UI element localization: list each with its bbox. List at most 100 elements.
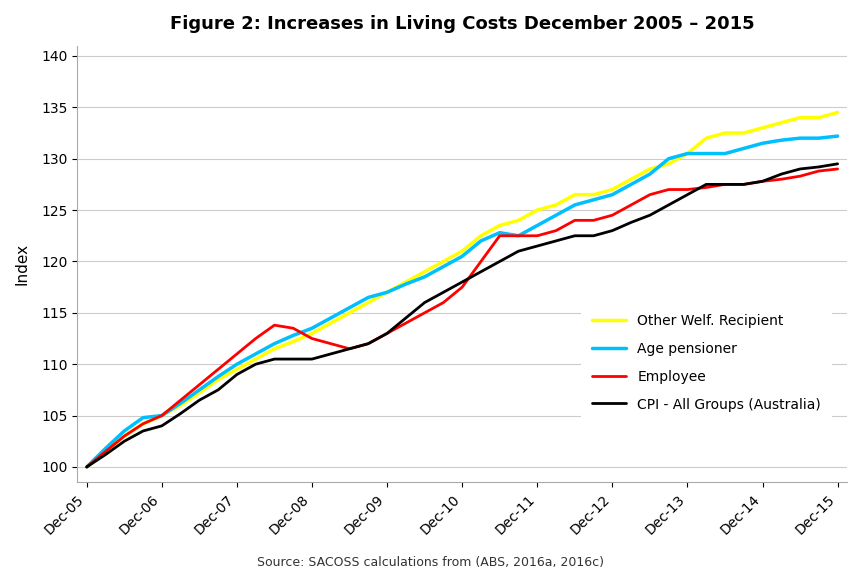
Employee (232, 351, 242, 358)
Age pensioner (400, 281, 411, 288)
Age pensioner (738, 145, 748, 152)
Other Welf. Recipient (832, 109, 842, 116)
Age pensioner (251, 351, 261, 358)
Age pensioner (82, 463, 92, 470)
Other Welf. Recipient (644, 166, 654, 172)
Other Welf. Recipient (307, 330, 317, 337)
Employee (757, 178, 767, 185)
Age pensioner (325, 315, 336, 321)
Other Welf. Recipient (175, 402, 185, 409)
CPI - All Groups (Australia) (531, 243, 542, 250)
Other Welf. Recipient (232, 366, 242, 373)
CPI - All Groups (Australia) (175, 410, 185, 417)
Employee (157, 412, 167, 419)
Age pensioner (663, 155, 673, 162)
Age pensioner (437, 263, 448, 270)
Other Welf. Recipient (82, 463, 92, 470)
CPI - All Groups (Australia) (606, 227, 616, 234)
Other Welf. Recipient (138, 420, 148, 427)
Other Welf. Recipient (625, 176, 635, 183)
Age pensioner (419, 274, 430, 281)
CPI - All Groups (Australia) (757, 178, 767, 185)
Employee (719, 181, 729, 188)
CPI - All Groups (Australia) (569, 232, 579, 239)
CPI - All Groups (Australia) (588, 232, 598, 239)
CPI - All Groups (Australia) (138, 428, 148, 435)
Age pensioner (757, 140, 767, 147)
Other Welf. Recipient (550, 201, 561, 208)
Age pensioner (362, 294, 373, 301)
Y-axis label: Index: Index (15, 243, 30, 285)
Other Welf. Recipient (419, 269, 430, 275)
Other Welf. Recipient (100, 448, 110, 455)
CPI - All Groups (Australia) (738, 181, 748, 188)
Employee (550, 227, 561, 234)
Age pensioner (456, 253, 467, 260)
Other Welf. Recipient (288, 338, 298, 345)
CPI - All Groups (Australia) (494, 258, 505, 265)
Employee (251, 335, 261, 342)
Age pensioner (512, 232, 523, 239)
CPI - All Groups (Australia) (813, 163, 823, 170)
Age pensioner (700, 150, 710, 157)
Other Welf. Recipient (606, 186, 616, 193)
Employee (400, 320, 411, 327)
CPI - All Groups (Australia) (119, 438, 129, 444)
Other Welf. Recipient (719, 129, 729, 136)
Age pensioner (569, 201, 579, 208)
Text: Source: SACOSS calculations from (ABS, 2016a, 2016c): Source: SACOSS calculations from (ABS, 2… (257, 556, 604, 569)
Other Welf. Recipient (437, 258, 448, 265)
Age pensioner (119, 428, 129, 435)
Employee (194, 381, 204, 388)
Employee (456, 283, 467, 290)
Other Welf. Recipient (344, 309, 354, 316)
Age pensioner (775, 137, 785, 144)
Other Welf. Recipient (531, 206, 542, 213)
CPI - All Groups (Australia) (157, 423, 167, 430)
CPI - All Groups (Australia) (288, 355, 298, 362)
Line: Other Welf. Recipient: Other Welf. Recipient (87, 113, 837, 467)
Employee (832, 166, 842, 172)
Age pensioner (344, 304, 354, 311)
Age pensioner (232, 361, 242, 367)
CPI - All Groups (Australia) (325, 351, 336, 358)
Employee (100, 448, 110, 455)
CPI - All Groups (Australia) (400, 315, 411, 321)
Other Welf. Recipient (362, 299, 373, 306)
Employee (288, 325, 298, 332)
Age pensioner (175, 400, 185, 407)
CPI - All Groups (Australia) (419, 299, 430, 306)
Age pensioner (213, 373, 223, 380)
Age pensioner (625, 181, 635, 188)
Other Welf. Recipient (738, 129, 748, 136)
CPI - All Groups (Australia) (437, 289, 448, 296)
Other Welf. Recipient (757, 124, 767, 131)
Employee (175, 397, 185, 404)
Employee (419, 309, 430, 316)
CPI - All Groups (Australia) (82, 463, 92, 470)
Age pensioner (288, 332, 298, 339)
Age pensioner (644, 171, 654, 178)
Line: Employee: Employee (87, 169, 837, 467)
CPI - All Groups (Australia) (700, 181, 710, 188)
CPI - All Groups (Australia) (475, 269, 486, 275)
Other Welf. Recipient (813, 114, 823, 121)
Other Welf. Recipient (251, 355, 261, 362)
CPI - All Groups (Australia) (681, 191, 691, 198)
Employee (681, 186, 691, 193)
Employee (606, 212, 616, 218)
CPI - All Groups (Australia) (663, 201, 673, 208)
CPI - All Groups (Australia) (550, 237, 561, 244)
Other Welf. Recipient (157, 412, 167, 419)
Line: CPI - All Groups (Australia): CPI - All Groups (Australia) (87, 164, 837, 467)
Employee (569, 217, 579, 224)
Other Welf. Recipient (588, 191, 598, 198)
Other Welf. Recipient (700, 135, 710, 141)
Employee (588, 217, 598, 224)
CPI - All Groups (Australia) (344, 346, 354, 352)
CPI - All Groups (Australia) (213, 386, 223, 393)
CPI - All Groups (Australia) (832, 160, 842, 167)
Age pensioner (381, 289, 392, 296)
Employee (813, 167, 823, 174)
Employee (738, 181, 748, 188)
